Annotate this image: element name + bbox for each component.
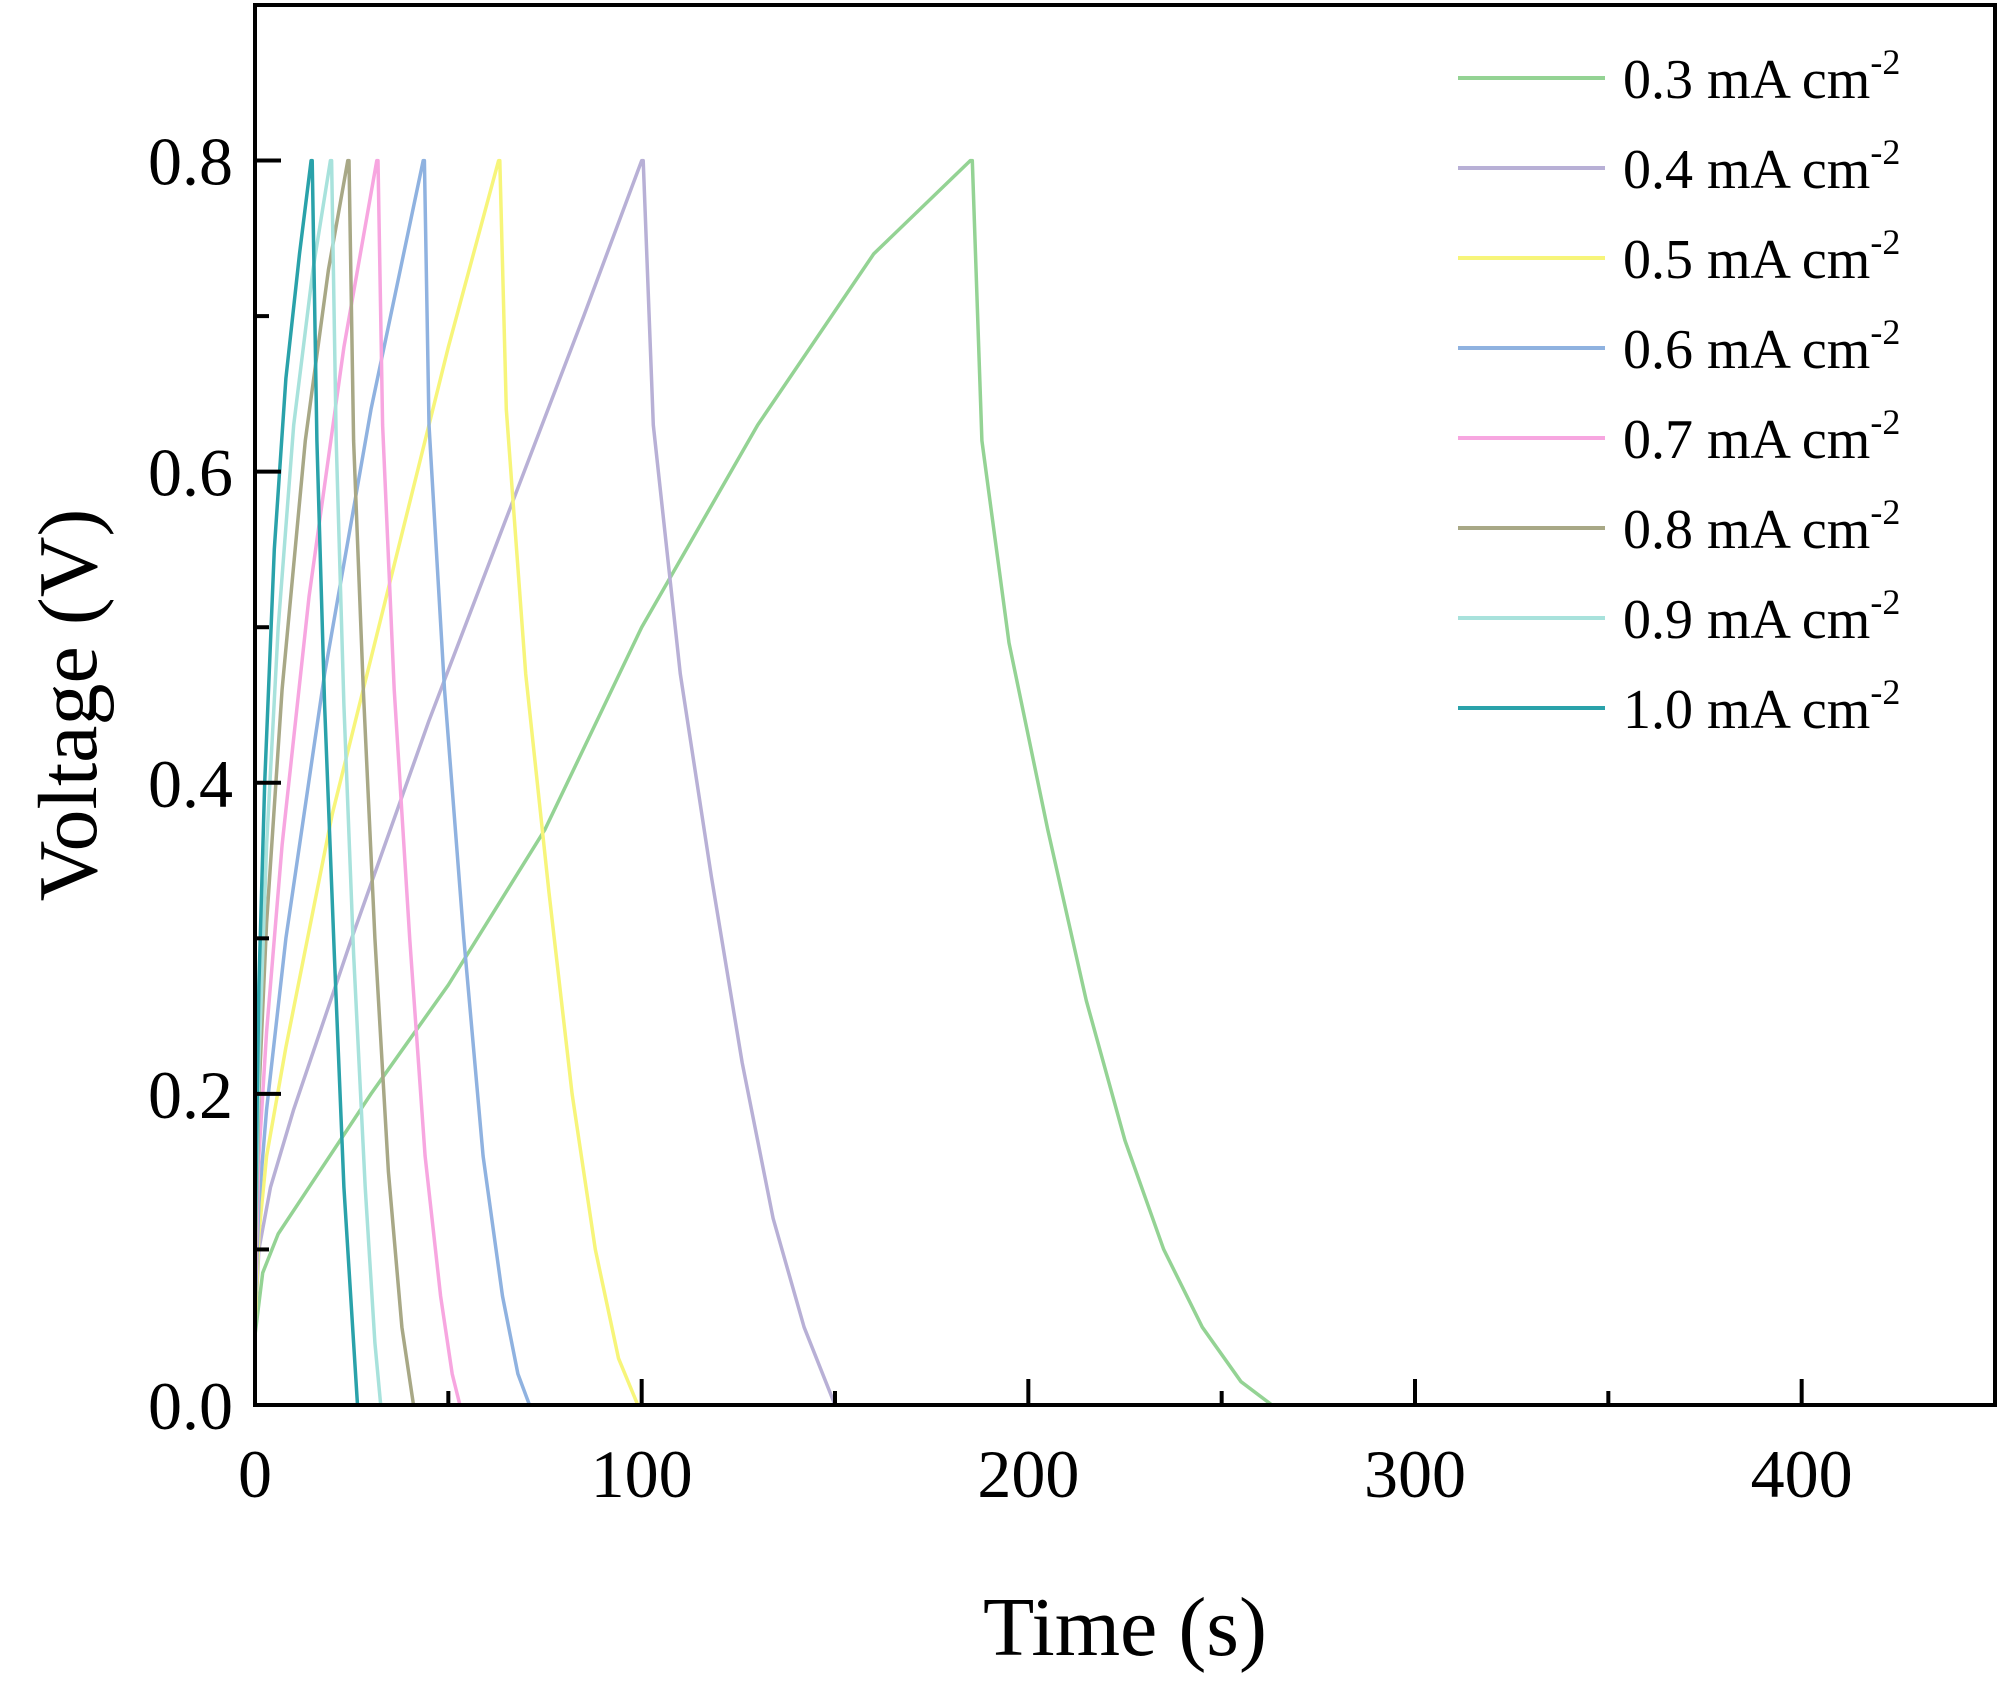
legend-label-4: 0.6 mA cm-2 bbox=[1623, 312, 1900, 381]
series-layer bbox=[253, 158, 1273, 1407]
tick-layer: 0 100 200 300 400 0.0 0.2 0.4 0.6 0.8 bbox=[148, 124, 1853, 1512]
legend-label-6: 0.8 mA cm-2 bbox=[1623, 492, 1900, 561]
series-line-5 bbox=[253, 158, 462, 1406]
x-tick-label: 400 bbox=[1751, 1436, 1853, 1512]
series-line-4 bbox=[253, 158, 532, 1406]
legend-label-3: 0.5 mA cm-2 bbox=[1623, 222, 1900, 291]
series-line-6 bbox=[253, 158, 416, 1406]
legend: 0.3 mA cm-2 0.4 mA cm-2 0.5 mA cm-2 0.6 mA … bbox=[1458, 42, 1900, 741]
x-axis-title: Time (s) bbox=[983, 1581, 1267, 1674]
series-line-8 bbox=[253, 158, 360, 1406]
series-line-3 bbox=[253, 158, 640, 1406]
series-line-1 bbox=[253, 158, 1273, 1407]
x-tick-label: 0 bbox=[238, 1436, 272, 1512]
y-axis-title: Voltage (V) bbox=[22, 509, 115, 902]
x-tick-label: 100 bbox=[591, 1436, 693, 1512]
y-tick-label: 0.2 bbox=[148, 1057, 233, 1133]
legend-label-5: 0.7 mA cm-2 bbox=[1623, 402, 1900, 471]
legend-label-8: 1.0 mA cm-2 bbox=[1623, 672, 1900, 741]
x-tick-label: 300 bbox=[1364, 1436, 1466, 1512]
legend-label-7: 0.9 mA cm-2 bbox=[1623, 582, 1900, 651]
y-tick-label: 0.4 bbox=[148, 746, 233, 822]
legend-label-1: 0.3 mA cm-2 bbox=[1623, 42, 1900, 111]
series-line-7 bbox=[253, 158, 383, 1406]
plot-frame bbox=[253, 3, 1997, 1407]
y-tick-label: 0.0 bbox=[148, 1368, 233, 1444]
y-tick-label: 0.8 bbox=[148, 124, 233, 200]
x-tick-label: 200 bbox=[977, 1436, 1079, 1512]
y-tick-label: 0.6 bbox=[148, 435, 233, 511]
series-line-2 bbox=[253, 158, 837, 1406]
legend-label-2: 0.4 mA cm-2 bbox=[1623, 132, 1900, 201]
